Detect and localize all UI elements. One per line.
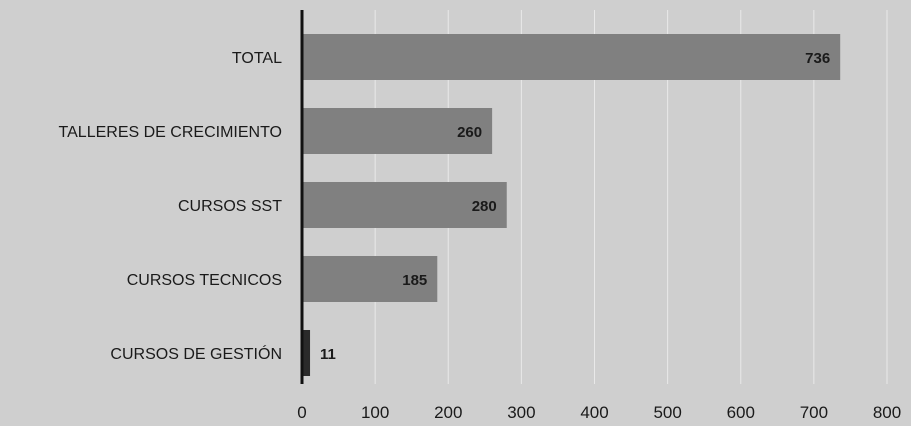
x-tick-label: 300 <box>507 403 535 422</box>
bars <box>302 34 841 376</box>
bar-value-label: 185 <box>402 272 427 289</box>
bar <box>302 182 507 228</box>
bar <box>302 34 841 80</box>
bar-value-label: 736 <box>805 50 830 67</box>
x-tick-label: 0 <box>297 403 306 422</box>
x-tick-label: 600 <box>727 403 755 422</box>
x-axis-tick-labels: 0 100 200 300 400 500 600 700 800 <box>297 403 901 422</box>
bar <box>302 108 493 154</box>
x-tick-label: 400 <box>580 403 608 422</box>
x-tick-label: 100 <box>361 403 389 422</box>
category-label: CURSOS DE GESTIÓN <box>110 344 282 363</box>
bar <box>302 330 311 376</box>
x-tick-label: 700 <box>800 403 828 422</box>
bar-value-label: 11 <box>320 346 336 363</box>
x-tick-label: 200 <box>434 403 462 422</box>
category-label: CURSOS SST <box>178 198 282 215</box>
bar-value-labels: 736 260 280 185 11 <box>320 50 830 363</box>
category-label: TOTAL <box>232 50 282 67</box>
category-label: CURSOS TECNICOS <box>127 272 282 289</box>
bar-value-label: 280 <box>472 198 497 215</box>
x-tick-label: 500 <box>653 403 681 422</box>
bar-value-label: 260 <box>457 124 482 141</box>
x-tick-label: 800 <box>873 403 901 422</box>
category-label: TALLERES DE CRECIMIENTO <box>59 124 282 141</box>
category-labels: TOTAL TALLERES DE CRECIMIENTO CURSOS SST CU… <box>59 50 283 363</box>
bar <box>302 256 438 302</box>
